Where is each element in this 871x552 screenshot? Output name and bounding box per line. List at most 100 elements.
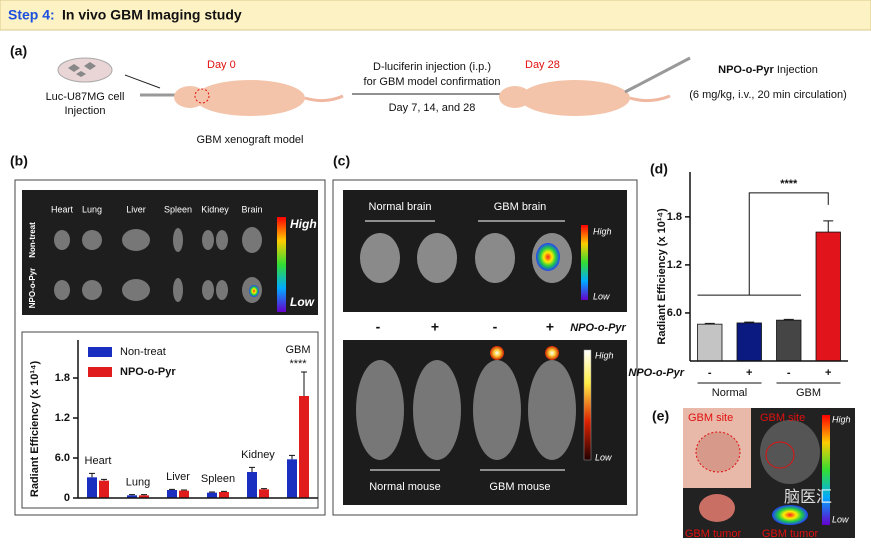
bar bbox=[207, 492, 217, 498]
image-label: GBM brain bbox=[494, 201, 547, 213]
drug-text: NPO-o-Pyr Injection bbox=[718, 64, 818, 76]
bar bbox=[219, 492, 229, 498]
bar bbox=[287, 459, 297, 498]
group-label: Normal bbox=[712, 387, 747, 399]
syringe bbox=[624, 56, 691, 94]
significance: **** bbox=[289, 358, 307, 370]
category-label: GBM bbox=[285, 344, 310, 356]
bar bbox=[99, 480, 109, 498]
error-bar bbox=[181, 489, 187, 491]
y-tick-label: 1.8 bbox=[55, 372, 70, 384]
dose-text: (6 mg/kg, i.v., 20 min circulation) bbox=[689, 89, 847, 101]
arrow bbox=[124, 74, 161, 89]
scale-high: High bbox=[595, 350, 614, 360]
mouse bbox=[195, 80, 305, 116]
category-label: Kidney bbox=[241, 449, 275, 461]
panel-label: (e) bbox=[652, 408, 669, 424]
color-scale bbox=[822, 415, 830, 525]
x-tick-label: + bbox=[746, 367, 752, 379]
tail bbox=[304, 94, 344, 103]
color-scale bbox=[583, 349, 592, 461]
x-tick-label: + bbox=[825, 367, 831, 379]
image-label: Normal mouse bbox=[369, 481, 441, 493]
y-tick-label: 0 bbox=[64, 492, 70, 504]
error-bar bbox=[169, 488, 175, 490]
drug-name: NPO-o-Pyr bbox=[718, 64, 774, 76]
image-label: Normal brain bbox=[369, 201, 432, 213]
error-bar bbox=[289, 454, 295, 460]
error-bar bbox=[301, 371, 307, 396]
bar bbox=[127, 495, 137, 498]
scale-low: Low bbox=[832, 514, 849, 524]
organ-image bbox=[22, 190, 318, 315]
bar bbox=[776, 319, 802, 362]
step-text: D-luciferin injection (i.p.) bbox=[373, 61, 491, 73]
bar bbox=[299, 396, 309, 498]
bar bbox=[259, 489, 269, 498]
bar bbox=[815, 231, 841, 362]
row-label: Non-treat bbox=[28, 222, 37, 258]
legend-swatch bbox=[88, 347, 112, 357]
tumor-site bbox=[695, 431, 741, 473]
scale-low: Low bbox=[290, 295, 315, 309]
organ-label: Lung bbox=[82, 204, 102, 214]
organ-label: Heart bbox=[51, 204, 74, 214]
scale-low: Low bbox=[593, 291, 610, 301]
header-title: In vivo GBM Imaging study bbox=[62, 7, 242, 23]
cells bbox=[68, 62, 96, 77]
drug-text: Injection bbox=[777, 64, 818, 76]
image-label: GBM site bbox=[688, 412, 733, 424]
error-bar bbox=[783, 318, 794, 321]
row-label: NPO-o-Pyr bbox=[28, 268, 37, 308]
y-tick-label: 6.0 bbox=[55, 452, 70, 464]
scale-low: Low bbox=[595, 452, 612, 462]
sign: + bbox=[431, 319, 439, 335]
group-label: GBM bbox=[796, 387, 821, 399]
bar bbox=[247, 472, 257, 498]
bar bbox=[139, 495, 149, 498]
day-label: Day 0 bbox=[207, 59, 236, 71]
organ-label: Spleen bbox=[164, 204, 192, 214]
bar bbox=[167, 490, 177, 498]
signal bbox=[772, 505, 808, 525]
mouse-head bbox=[499, 86, 531, 108]
y-tick-label: 1.2 bbox=[55, 412, 70, 424]
panel-label: (d) bbox=[650, 161, 668, 177]
signal bbox=[536, 243, 560, 271]
category-label: Spleen bbox=[201, 473, 235, 485]
sign: + bbox=[546, 319, 554, 335]
panel-label: (b) bbox=[10, 153, 28, 169]
chart-frame bbox=[21, 331, 319, 509]
bar bbox=[736, 322, 762, 362]
tumor-site bbox=[765, 441, 795, 469]
y-axis-label: Radiant Efficiency (x 10¹⁴) bbox=[656, 208, 668, 345]
error-bar bbox=[823, 220, 834, 233]
y-tick-label: 1.8 bbox=[667, 211, 682, 223]
scale-high: High bbox=[593, 226, 612, 236]
signal bbox=[249, 285, 259, 297]
day-label: Day 28 bbox=[525, 59, 560, 71]
error-bar bbox=[89, 472, 95, 478]
drug-name: NPO-o-Pyr bbox=[570, 322, 626, 334]
step-text: Day 7, 14, and 28 bbox=[389, 102, 476, 114]
brain-fluor bbox=[760, 420, 820, 484]
category-label: Lung bbox=[126, 477, 150, 489]
error-bar bbox=[101, 478, 107, 481]
color-scale bbox=[581, 225, 588, 300]
image-label: GBM site bbox=[760, 412, 805, 424]
legend-label: Non-treat bbox=[120, 346, 166, 358]
error-bar bbox=[704, 322, 715, 325]
legend-label: NPO-o-Pyr bbox=[120, 366, 176, 378]
tail bbox=[629, 94, 671, 103]
x-tick-label: - bbox=[708, 367, 712, 379]
significance: **** bbox=[780, 178, 798, 190]
color-scale bbox=[277, 217, 286, 312]
error-bar bbox=[129, 494, 135, 496]
y-tick-label: 1.2 bbox=[667, 259, 682, 271]
panel-label: (a) bbox=[10, 43, 27, 59]
x-axis-label: NPO-o-Pyr bbox=[628, 367, 684, 379]
error-bar bbox=[209, 491, 215, 493]
tumor-photo bbox=[699, 494, 735, 522]
image-label: GBM tumor bbox=[685, 528, 742, 540]
